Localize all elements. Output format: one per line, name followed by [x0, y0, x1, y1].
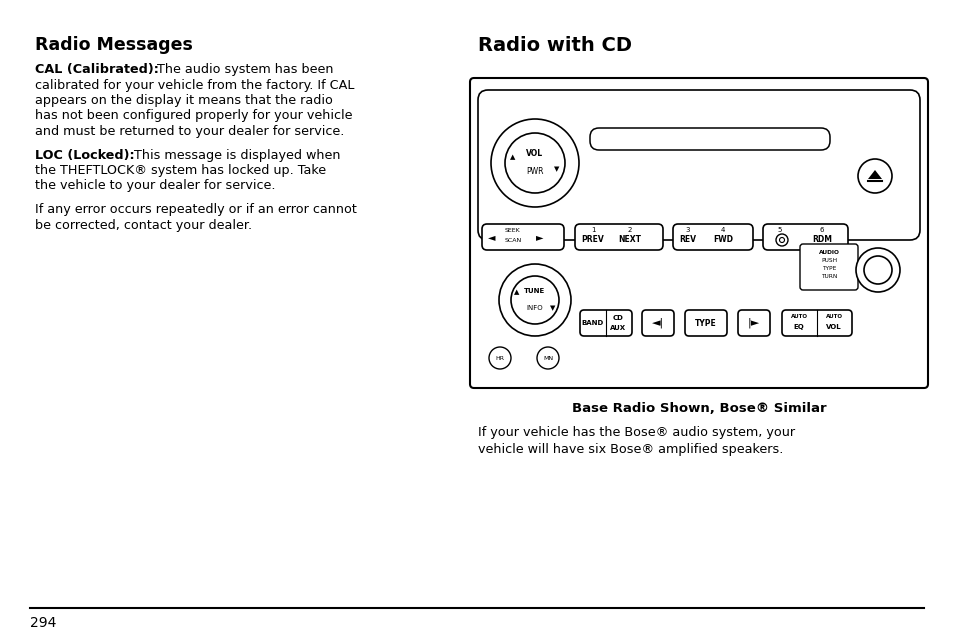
- Text: TYPE: TYPE: [695, 319, 716, 328]
- Text: CD: CD: [612, 315, 622, 321]
- Text: VOL: VOL: [825, 324, 841, 330]
- Text: ▲: ▲: [510, 154, 516, 160]
- Text: the THEFTLOCK® system has locked up. Take: the THEFTLOCK® system has locked up. Tak…: [35, 164, 326, 177]
- FancyBboxPatch shape: [477, 90, 919, 240]
- Circle shape: [498, 264, 571, 336]
- Text: 2: 2: [627, 227, 632, 233]
- Text: Radio Messages: Radio Messages: [35, 36, 193, 54]
- Text: 3: 3: [685, 227, 690, 233]
- Polygon shape: [867, 170, 882, 179]
- Text: 5: 5: [777, 227, 781, 233]
- Text: The audio system has been: The audio system has been: [152, 63, 334, 76]
- Text: FWD: FWD: [712, 235, 732, 244]
- Text: appears on the display it means that the radio: appears on the display it means that the…: [35, 94, 333, 107]
- Text: MN: MN: [542, 356, 553, 361]
- Text: REV: REV: [679, 235, 696, 244]
- FancyBboxPatch shape: [800, 244, 857, 290]
- FancyBboxPatch shape: [762, 224, 847, 250]
- Text: vehicle will have six Bose® amplified speakers.: vehicle will have six Bose® amplified sp…: [477, 443, 782, 456]
- Circle shape: [504, 133, 564, 193]
- FancyBboxPatch shape: [481, 224, 563, 250]
- Text: |►: |►: [747, 318, 760, 328]
- Text: has not been configured properly for your vehicle: has not been configured properly for you…: [35, 109, 352, 123]
- Text: BAND: BAND: [581, 320, 603, 326]
- FancyBboxPatch shape: [684, 310, 726, 336]
- Text: AUX: AUX: [609, 325, 625, 331]
- Text: 1: 1: [590, 227, 595, 233]
- Circle shape: [863, 256, 891, 284]
- Circle shape: [855, 248, 899, 292]
- Text: EQ: EQ: [793, 324, 803, 330]
- Text: AUDIO: AUDIO: [818, 249, 839, 254]
- FancyBboxPatch shape: [641, 310, 673, 336]
- Text: PWR: PWR: [526, 167, 543, 176]
- Text: ◄: ◄: [488, 232, 496, 242]
- Text: calibrated for your vehicle from the factory. If CAL: calibrated for your vehicle from the fac…: [35, 78, 354, 92]
- Text: and must be returned to your dealer for service.: and must be returned to your dealer for …: [35, 125, 344, 138]
- Text: 4: 4: [720, 227, 724, 233]
- Text: TURN: TURN: [820, 273, 837, 279]
- Circle shape: [775, 234, 787, 246]
- Text: be corrected, contact your dealer.: be corrected, contact your dealer.: [35, 219, 252, 232]
- Text: This message is displayed when: This message is displayed when: [126, 148, 340, 162]
- Circle shape: [491, 119, 578, 207]
- Text: If your vehicle has the Bose® audio system, your: If your vehicle has the Bose® audio syst…: [477, 426, 794, 439]
- FancyBboxPatch shape: [589, 128, 829, 150]
- Circle shape: [537, 347, 558, 369]
- Text: If any error occurs repeatedly or if an error cannot: If any error occurs repeatedly or if an …: [35, 203, 356, 216]
- FancyBboxPatch shape: [470, 78, 927, 388]
- Circle shape: [489, 347, 511, 369]
- Text: ▼: ▼: [554, 166, 559, 172]
- Circle shape: [779, 237, 783, 242]
- Text: AUTO: AUTO: [824, 314, 841, 319]
- Text: 6: 6: [819, 227, 823, 233]
- Text: HR: HR: [495, 356, 504, 361]
- Text: LOC (Locked):: LOC (Locked):: [35, 148, 134, 162]
- FancyBboxPatch shape: [672, 224, 752, 250]
- Text: PUSH: PUSH: [821, 258, 836, 263]
- Circle shape: [511, 276, 558, 324]
- Text: CAL (Calibrated):: CAL (Calibrated):: [35, 63, 159, 76]
- Text: SEEK: SEEK: [504, 228, 520, 233]
- Text: ▼: ▼: [550, 305, 555, 311]
- Text: NEXT: NEXT: [618, 235, 640, 244]
- Text: ▲: ▲: [514, 289, 519, 295]
- Text: TYPE: TYPE: [821, 265, 836, 270]
- FancyBboxPatch shape: [738, 310, 769, 336]
- Text: Base Radio Shown, Bose® Similar: Base Radio Shown, Bose® Similar: [571, 402, 825, 415]
- Text: ◄|: ◄|: [651, 318, 663, 328]
- Text: Radio with CD: Radio with CD: [477, 36, 631, 55]
- Text: AUTO: AUTO: [790, 314, 806, 319]
- Text: INFO: INFO: [526, 305, 543, 311]
- FancyBboxPatch shape: [781, 310, 851, 336]
- Text: 294: 294: [30, 616, 56, 630]
- Text: the vehicle to your dealer for service.: the vehicle to your dealer for service.: [35, 179, 275, 193]
- FancyBboxPatch shape: [579, 310, 631, 336]
- Text: SCAN: SCAN: [504, 238, 521, 244]
- Text: PREV: PREV: [581, 235, 604, 244]
- Text: RDM: RDM: [811, 235, 831, 244]
- Circle shape: [857, 159, 891, 193]
- Text: TUNE: TUNE: [524, 288, 545, 294]
- Text: VOL: VOL: [526, 148, 543, 158]
- FancyBboxPatch shape: [575, 224, 662, 250]
- Text: ►: ►: [536, 232, 543, 242]
